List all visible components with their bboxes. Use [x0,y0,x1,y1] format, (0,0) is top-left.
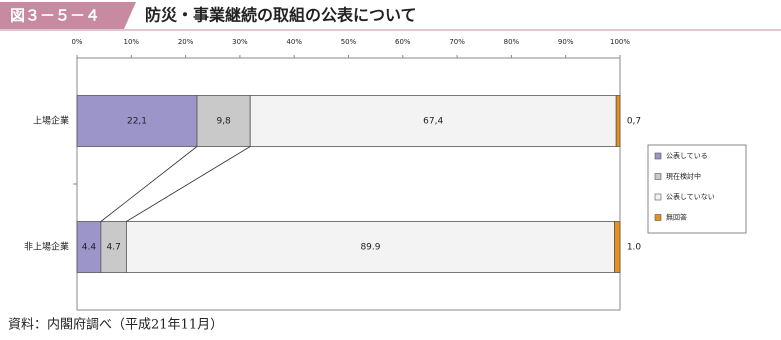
value-label: 22,1 [127,117,147,127]
bar-segment [196,95,251,147]
source: 資料：内閣府調べ（平成21年11月） [8,317,223,333]
x-tick-label: 80% [504,38,520,46]
title: 防災・事業継続の取組の公表について [145,6,417,25]
y-tick-label: 上場企業 [33,115,69,127]
connector [126,146,251,222]
bar-segment [126,221,615,273]
x-tick-label: 30% [232,38,248,46]
legend-swatch [654,152,662,160]
value-label: 9,8 [216,117,231,127]
figure-number: 図３－５－４ [10,7,100,25]
x-tick-label: 100% [610,38,630,46]
bar-segment [100,221,127,273]
legend [647,144,747,234]
x-tick-label: 20% [178,38,194,46]
x-tick-label: 60% [395,38,411,46]
value-label: 1.0 [627,243,642,253]
value-label: 0,7 [627,117,641,127]
x-tick-label: 70% [449,38,465,46]
y-tick-label: 非上場企業 [24,241,69,253]
x-tick-label: 40% [286,38,302,46]
legend-swatch [654,173,662,180]
legend-label: 公表している [666,151,708,160]
legend-swatch [654,214,662,221]
x-tick-label: 0% [71,38,82,46]
connector [100,146,198,222]
legend-swatch [654,193,662,201]
x-tick-label: 10% [124,38,140,46]
value-label: 4.7 [106,243,120,253]
value-label: 67,4 [423,117,443,127]
legend-label: 現在検討中 [666,172,701,181]
x-tick-label: 50% [341,38,357,46]
x-tick-label: 90% [558,38,574,46]
figure-number-box [0,2,136,29]
legend-label: 公表していない [666,192,715,201]
bar-segment [249,95,617,147]
bar-segment [76,95,198,147]
bar-segment [615,95,621,147]
value-label: 4.4 [82,243,97,253]
bar-segment [614,221,621,273]
legend-label: 無回答 [666,213,687,222]
value-label: 89.9 [360,243,380,253]
